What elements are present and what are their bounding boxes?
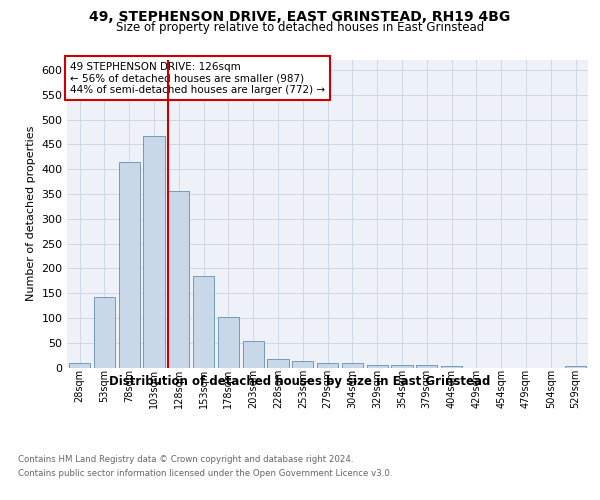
Bar bbox=[342, 363, 363, 368]
Bar bbox=[367, 365, 388, 368]
Bar bbox=[416, 365, 437, 368]
Bar bbox=[168, 192, 190, 368]
Bar bbox=[69, 363, 90, 368]
Bar bbox=[242, 340, 264, 367]
Bar bbox=[193, 276, 214, 368]
Bar bbox=[292, 360, 313, 368]
Text: Contains public sector information licensed under the Open Government Licence v3: Contains public sector information licen… bbox=[18, 469, 392, 478]
Text: Distribution of detached houses by size in East Grinstead: Distribution of detached houses by size … bbox=[109, 375, 491, 388]
Text: 49, STEPHENSON DRIVE, EAST GRINSTEAD, RH19 4BG: 49, STEPHENSON DRIVE, EAST GRINSTEAD, RH… bbox=[89, 10, 511, 24]
Bar bbox=[218, 317, 239, 368]
Y-axis label: Number of detached properties: Number of detached properties bbox=[26, 126, 35, 302]
Bar bbox=[143, 136, 164, 368]
Bar bbox=[268, 358, 289, 368]
Text: 49 STEPHENSON DRIVE: 126sqm
← 56% of detached houses are smaller (987)
44% of se: 49 STEPHENSON DRIVE: 126sqm ← 56% of det… bbox=[70, 62, 325, 94]
Bar bbox=[119, 162, 140, 368]
Text: Contains HM Land Registry data © Crown copyright and database right 2024.: Contains HM Land Registry data © Crown c… bbox=[18, 455, 353, 464]
Bar bbox=[441, 366, 462, 368]
Bar bbox=[94, 296, 115, 368]
Bar bbox=[391, 365, 413, 368]
Text: Size of property relative to detached houses in East Grinstead: Size of property relative to detached ho… bbox=[116, 22, 484, 35]
Bar bbox=[565, 366, 586, 368]
Bar bbox=[317, 362, 338, 368]
